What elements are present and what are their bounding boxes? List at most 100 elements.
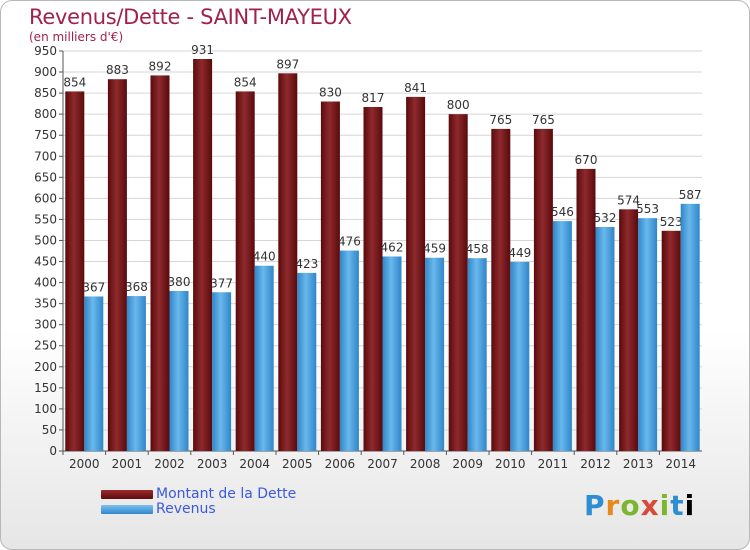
legend-swatch-revenus [101, 505, 153, 514]
y-tick-label: 400 [34, 276, 57, 290]
logo-letter: P [584, 489, 606, 522]
bar-revenus [680, 203, 700, 451]
logo-letter: o [620, 489, 641, 522]
x-tick-label: 2007 [367, 457, 398, 471]
logo-letter: r [605, 489, 621, 522]
bar-revenus [339, 250, 359, 451]
x-tick-label: 2008 [410, 457, 441, 471]
x-tick-label: 2001 [112, 457, 143, 471]
y-tick-label: 800 [34, 107, 57, 121]
bar-dette [576, 168, 596, 452]
legend-label-revenus: Revenus [156, 501, 216, 517]
data-label-dette: 931 [191, 43, 214, 57]
data-label-dette: 841 [404, 81, 427, 95]
bar-revenus [425, 257, 445, 451]
data-label-dette: 830 [319, 86, 342, 100]
bar-dette [533, 128, 553, 451]
bar-revenus [552, 221, 572, 451]
data-label-dette: 883 [106, 63, 129, 77]
y-tick-label: 300 [34, 318, 57, 332]
x-tick-label: 2014 [665, 457, 696, 471]
y-tick-label: 700 [34, 149, 57, 163]
data-label-revenus: 587 [679, 188, 702, 202]
data-label-dette: 574 [617, 193, 640, 207]
y-tick-label: 500 [34, 233, 57, 247]
data-label-revenus: 440 [253, 250, 276, 264]
bar-revenus [382, 256, 402, 451]
x-tick-label: 2003 [197, 457, 228, 471]
bar-dette [619, 209, 639, 451]
x-tick-label: 2006 [325, 457, 356, 471]
bar-dette [406, 96, 426, 451]
chart-title: Revenus/Dette - SAINT-MAYEUX [29, 5, 352, 29]
bar-revenus [595, 227, 615, 451]
logo-letter: x [640, 489, 660, 522]
bar-dette [491, 128, 511, 451]
x-tick-label: 2012 [580, 457, 611, 471]
data-label-revenus: 449 [508, 246, 531, 260]
legend-swatch-debt [101, 490, 153, 499]
y-tick-label: 650 [34, 170, 57, 184]
x-tick-label: 2000 [69, 457, 100, 471]
y-tick-label: 750 [34, 128, 57, 142]
bar-dette [448, 114, 468, 451]
bar-revenus [212, 292, 232, 451]
y-tick-label: 0 [49, 444, 57, 458]
x-tick-label: 2004 [239, 457, 270, 471]
y-tick-label: 600 [34, 191, 57, 205]
y-tick-label: 950 [34, 44, 57, 58]
x-tick-label: 2009 [452, 457, 483, 471]
data-label-dette: 670 [575, 153, 598, 167]
data-label-revenus: 458 [466, 242, 489, 256]
bar-revenus [638, 218, 658, 451]
legend-label-debt: Montant de la Dette [156, 486, 297, 502]
bar-revenus [126, 296, 146, 451]
bar-dette [235, 91, 255, 451]
data-label-dette: 765 [489, 113, 512, 127]
bar-dette [278, 73, 298, 451]
logo-letter: i [684, 489, 696, 522]
data-label-dette: 854 [63, 75, 86, 89]
logo-letter: t [670, 489, 685, 522]
data-label-revenus: 368 [125, 280, 148, 294]
data-label-dette: 897 [276, 57, 299, 71]
bar-dette [107, 79, 127, 452]
data-label-dette: 817 [362, 91, 385, 105]
x-tick-label: 2013 [623, 457, 654, 471]
y-tick-label: 350 [34, 297, 57, 311]
x-tick-label: 2011 [538, 457, 569, 471]
bar-dette [320, 101, 340, 452]
y-tick-label: 850 [34, 86, 57, 100]
y-tick-label: 50 [42, 423, 57, 437]
bar-dette [193, 59, 213, 451]
chart-subtitle: (en milliers d'€) [29, 30, 124, 44]
bar-revenus [467, 258, 487, 451]
data-label-revenus: 377 [210, 276, 233, 290]
y-tick-label: 900 [34, 65, 57, 79]
data-label-revenus: 532 [594, 211, 617, 225]
y-tick-label: 200 [34, 360, 57, 374]
proxiti-logo: Proxiti [584, 489, 695, 522]
x-tick-label: 2005 [282, 457, 313, 471]
bar-revenus [84, 296, 104, 451]
y-tick-label: 450 [34, 255, 57, 269]
data-label-revenus: 380 [168, 275, 191, 289]
y-tick-label: 550 [34, 212, 57, 226]
logo-letter: i [659, 489, 671, 522]
bar-dette [150, 75, 170, 451]
data-label-revenus: 459 [423, 242, 446, 256]
x-tick-label: 2002 [154, 457, 185, 471]
data-label-revenus: 367 [82, 280, 105, 294]
data-label-dette: 765 [532, 113, 555, 127]
data-label-dette: 892 [149, 59, 172, 73]
bar-dette [65, 91, 85, 451]
data-label-dette: 854 [234, 75, 257, 89]
bar-revenus [169, 291, 189, 451]
y-tick-label: 100 [34, 402, 57, 416]
data-label-revenus: 546 [551, 205, 574, 219]
data-label-dette: 523 [660, 215, 683, 229]
bar-dette [363, 107, 383, 451]
data-label-revenus: 423 [295, 257, 318, 271]
y-tick-label: 250 [34, 339, 57, 353]
